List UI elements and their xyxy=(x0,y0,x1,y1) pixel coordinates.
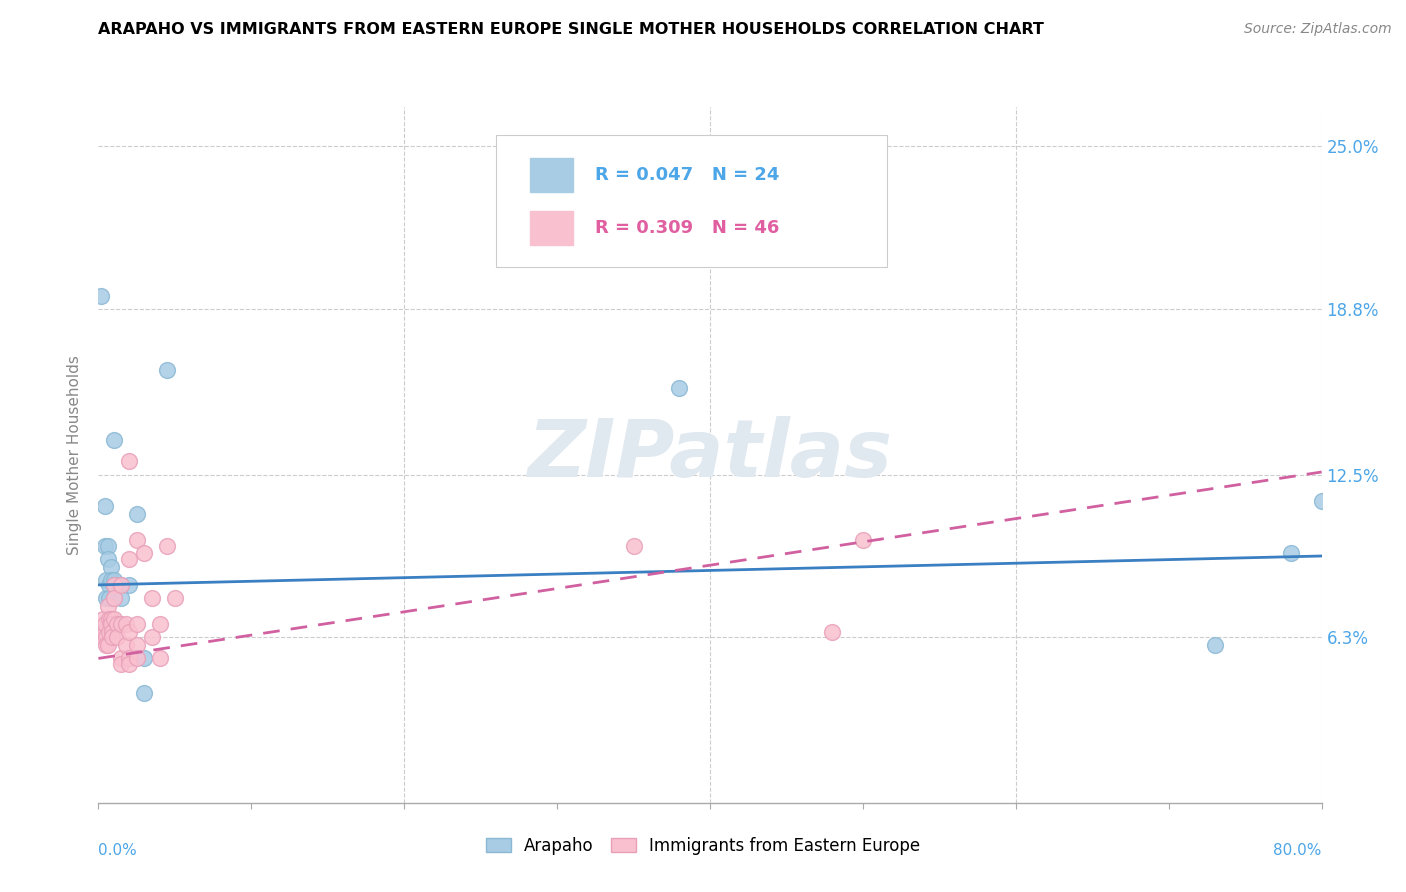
Point xyxy=(110,617,132,632)
Point xyxy=(1310,494,1333,508)
Point xyxy=(100,573,122,587)
Y-axis label: Single Mother Households: Single Mother Households xyxy=(67,355,83,555)
Point xyxy=(134,546,156,560)
Text: ARAPAHO VS IMMIGRANTS FROM EASTERN EUROPE SINGLE MOTHER HOUSEHOLDS CORRELATION C: ARAPAHO VS IMMIGRANTS FROM EASTERN EUROP… xyxy=(98,22,1045,37)
Point xyxy=(125,533,148,548)
FancyBboxPatch shape xyxy=(496,135,887,267)
Point xyxy=(115,617,138,632)
Text: R = 0.309   N = 46: R = 0.309 N = 46 xyxy=(595,219,779,236)
Point xyxy=(105,617,128,632)
Point xyxy=(103,591,125,605)
Point xyxy=(97,638,120,652)
Point xyxy=(852,533,875,548)
Point xyxy=(101,625,124,640)
Point xyxy=(94,631,117,645)
Point xyxy=(125,617,148,632)
Point xyxy=(141,591,163,605)
Point xyxy=(125,507,148,521)
Point xyxy=(94,573,117,587)
Point xyxy=(149,651,172,665)
Point xyxy=(97,539,120,553)
Point xyxy=(93,539,115,553)
Text: R = 0.047   N = 24: R = 0.047 N = 24 xyxy=(595,166,779,184)
FancyBboxPatch shape xyxy=(530,158,574,192)
FancyBboxPatch shape xyxy=(530,211,574,244)
Point xyxy=(821,625,844,640)
Point xyxy=(103,612,125,626)
Point xyxy=(103,573,125,587)
Point xyxy=(93,499,115,513)
Point xyxy=(118,578,141,592)
Point xyxy=(623,539,645,553)
Point xyxy=(110,651,132,665)
Point xyxy=(98,625,121,640)
Point xyxy=(668,218,690,232)
Point xyxy=(93,625,115,640)
Point xyxy=(134,685,156,699)
Point xyxy=(118,657,141,671)
Point xyxy=(98,578,121,592)
Legend: Arapaho, Immigrants from Eastern Europe: Arapaho, Immigrants from Eastern Europe xyxy=(479,830,927,862)
Point xyxy=(110,578,132,592)
Point xyxy=(91,631,114,645)
Point xyxy=(93,617,115,632)
Point xyxy=(110,657,132,671)
Point xyxy=(149,617,172,632)
Point xyxy=(105,631,128,645)
Point xyxy=(141,631,163,645)
Point xyxy=(163,591,186,605)
Point xyxy=(110,578,132,592)
Point xyxy=(118,454,141,468)
Point xyxy=(103,434,125,448)
Point xyxy=(118,651,141,665)
Point xyxy=(101,631,124,645)
Point xyxy=(134,651,156,665)
Point xyxy=(1204,638,1226,652)
Point xyxy=(103,578,125,592)
Text: 80.0%: 80.0% xyxy=(1274,843,1322,858)
Text: ZIPatlas: ZIPatlas xyxy=(527,416,893,494)
Point xyxy=(668,381,690,395)
Point xyxy=(90,289,112,303)
Text: Source: ZipAtlas.com: Source: ZipAtlas.com xyxy=(1244,22,1392,37)
Point xyxy=(97,599,120,613)
Point xyxy=(103,578,125,592)
Point xyxy=(125,651,148,665)
Point xyxy=(97,551,120,566)
Point xyxy=(125,638,148,652)
Point xyxy=(100,617,122,632)
Point xyxy=(100,559,122,574)
Point xyxy=(110,591,132,605)
Point xyxy=(156,362,179,376)
Point xyxy=(100,612,122,626)
Point xyxy=(115,638,138,652)
Point xyxy=(91,625,114,640)
Text: 0.0%: 0.0% xyxy=(98,843,138,858)
Point xyxy=(118,551,141,566)
Point xyxy=(1279,546,1302,560)
Point xyxy=(94,591,117,605)
Point xyxy=(91,612,114,626)
Point xyxy=(94,638,117,652)
Point xyxy=(98,612,121,626)
Point xyxy=(98,591,121,605)
Point xyxy=(103,591,125,605)
Point xyxy=(118,625,141,640)
Point xyxy=(156,539,179,553)
